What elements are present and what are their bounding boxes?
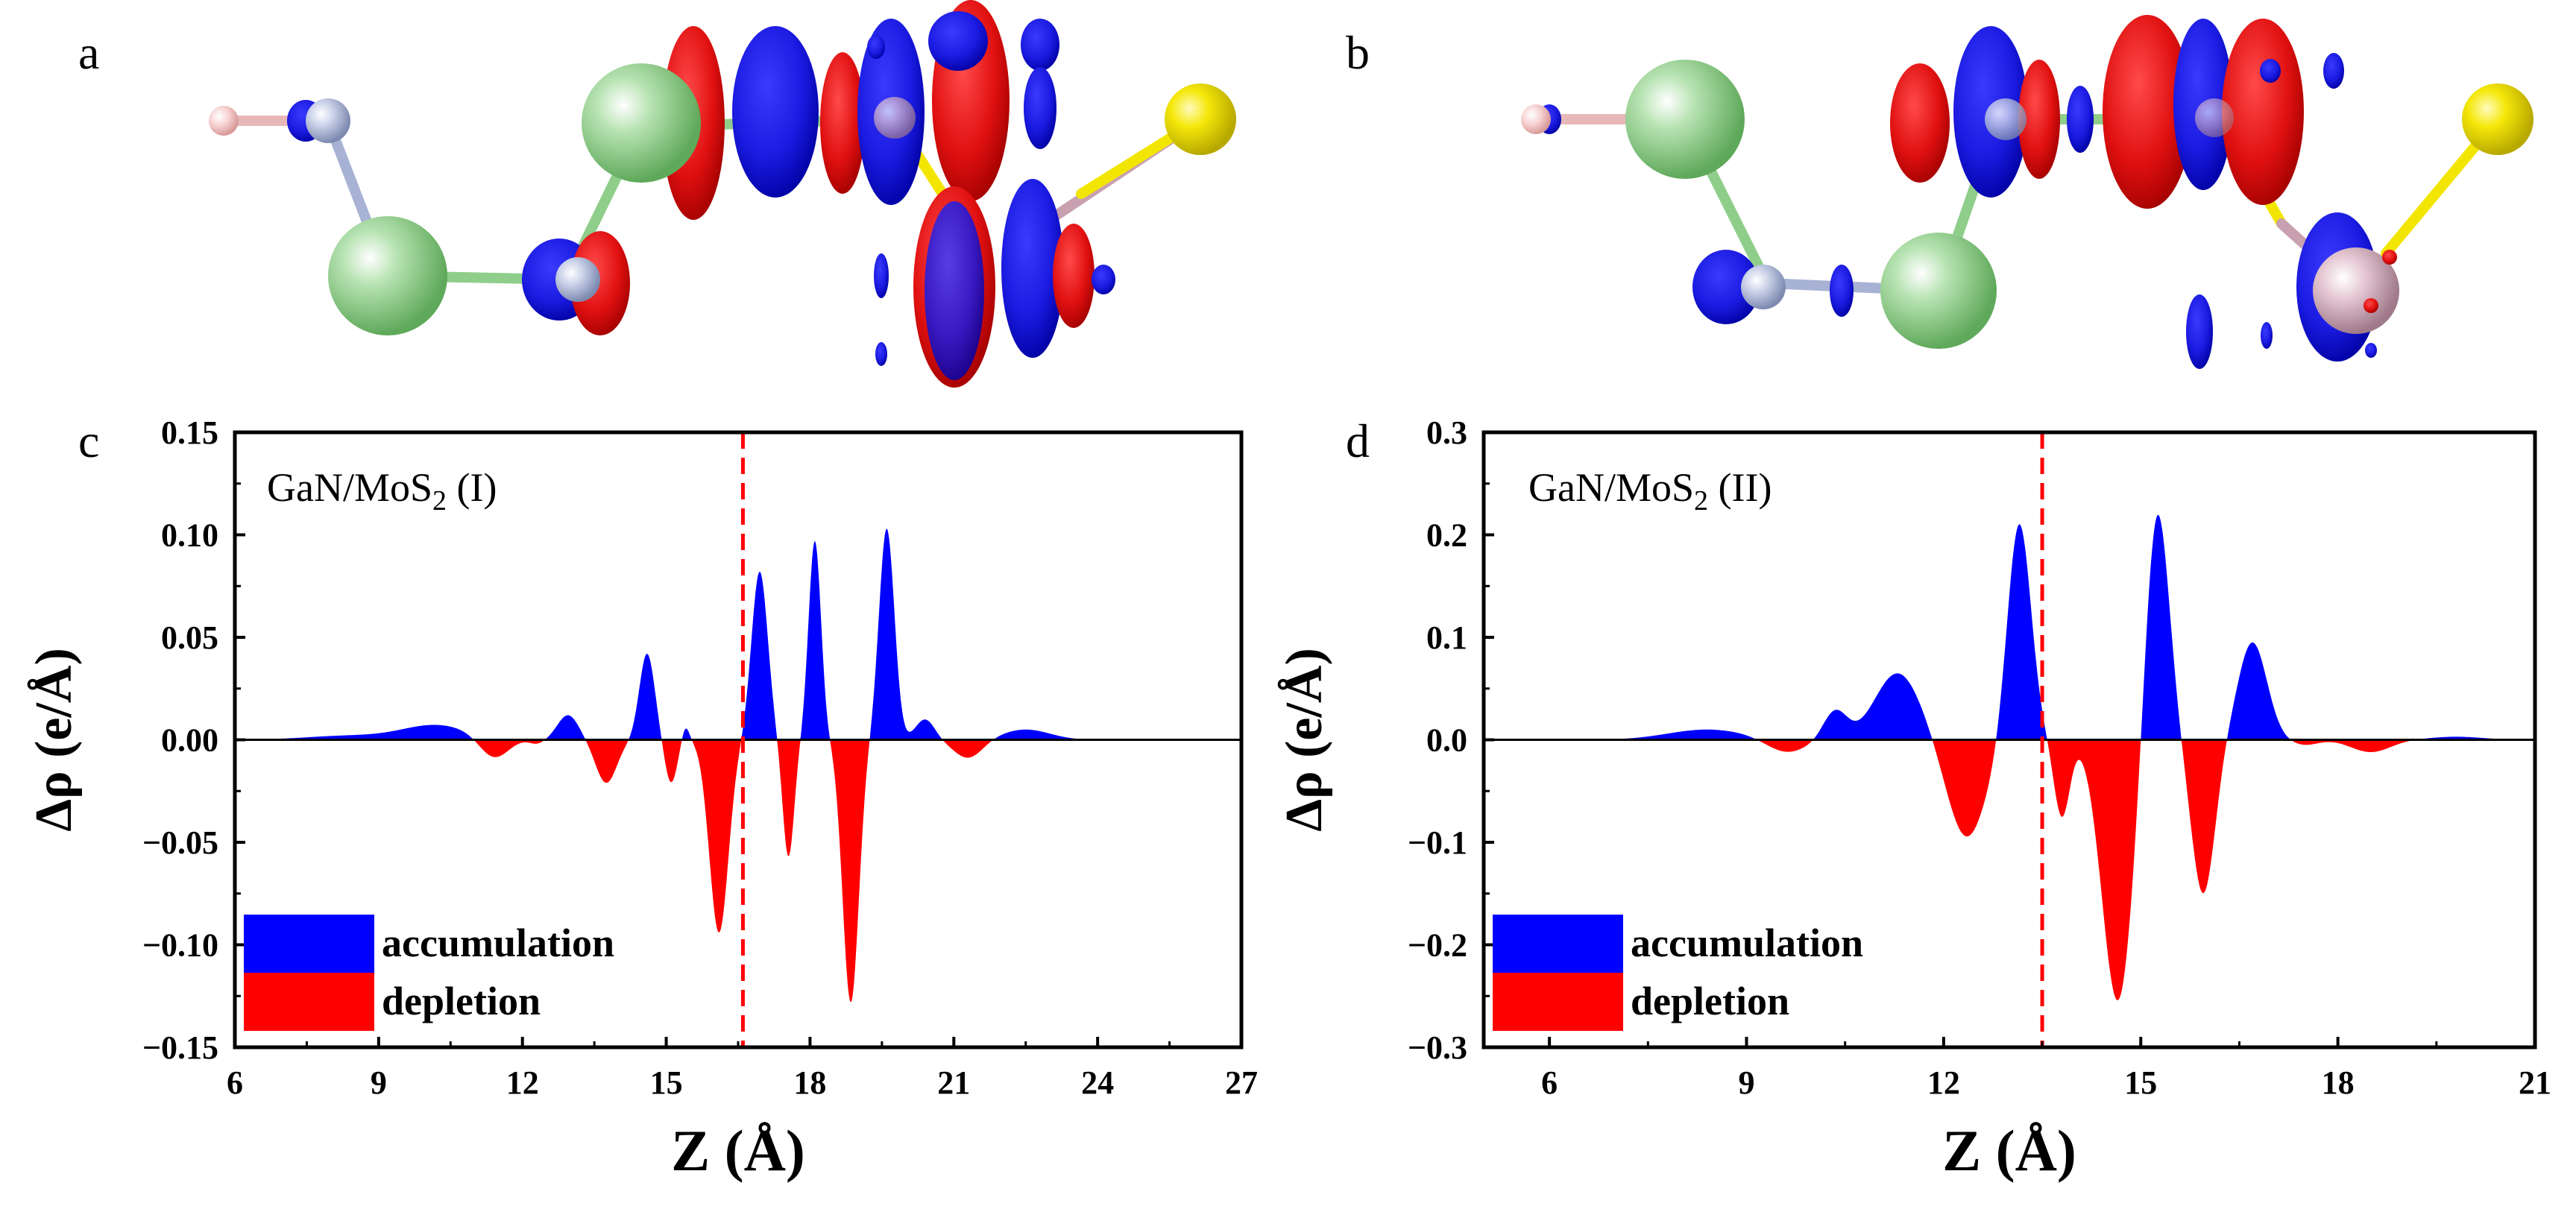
chart-title-sub-c: 2 <box>432 485 447 517</box>
x-tick-label-c-2: 12 <box>506 1064 539 1101</box>
x-tick-label-d-1: 9 <box>1739 1064 1755 1101</box>
chart-panel-d: 6 9 12 15 18 21 0.3 0.2 0.1 0.0 −0.1 −0.2 −0.3 Z (Å) Δ… <box>1276 414 2551 1183</box>
legend-label-accumulation-d: accumulation <box>1631 921 1863 965</box>
y-tick-label-c-6: −0.15 <box>142 1029 218 1066</box>
panel-letter-c: c <box>78 414 99 467</box>
y-tick-label-d-0: 0.3 <box>1426 414 1467 451</box>
x-tick-label-c-5: 21 <box>937 1064 970 1101</box>
legend-swatch-accumulation-d <box>1493 915 1623 973</box>
legend-swatch-depletion-d <box>1493 973 1623 1031</box>
y-tick-label-c-2: 0.05 <box>161 619 218 656</box>
x-tick-label-c-6: 24 <box>1081 1064 1114 1101</box>
x-tick-label-c-4: 18 <box>793 1064 826 1101</box>
legend-label-accumulation-c: accumulation <box>382 921 614 965</box>
y-tick-label-d-2: 0.1 <box>1426 619 1467 656</box>
x-tick-label-d-3: 15 <box>2124 1064 2157 1101</box>
x-tick-label-d-0: 6 <box>1541 1064 1558 1101</box>
x-tick-label-c-1: 9 <box>371 1064 387 1101</box>
chart-title-c: GaN/MoS2 (I) <box>267 465 497 517</box>
panel-letter-a: a <box>78 26 99 79</box>
legend-swatch-accumulation-c <box>244 915 374 973</box>
x-tick-label-c-3: 15 <box>650 1064 683 1101</box>
molecule-structure-a <box>209 0 1236 388</box>
chart-title-d: GaN/MoS2 (II) <box>1528 465 1772 517</box>
x-tick-label-d-5: 21 <box>2519 1064 2551 1101</box>
panel-letter-b: b <box>1346 26 1370 79</box>
x-tick-label-c-7: 27 <box>1225 1064 1258 1101</box>
y-tick-label-c-1: 0.10 <box>161 517 218 554</box>
legend-swatch-depletion-c <box>244 973 374 1031</box>
chart-title-suffix-d: (II) <box>1708 465 1772 510</box>
y-tick-label-d-6: −0.3 <box>1408 1029 1467 1066</box>
molecule-structure-b <box>1521 15 2534 369</box>
x-axis-title-d: Z (Å) <box>1942 1118 2076 1183</box>
y-tick-label-c-3: 0.00 <box>161 722 218 759</box>
chart-title-main-d: GaN/MoS <box>1528 465 1694 510</box>
y-axis-title-c: Δρ (e/Å) <box>25 648 83 832</box>
x-tick-label-d-2: 12 <box>1927 1064 1960 1101</box>
x-axis-title-c: Z (Å) <box>671 1118 805 1183</box>
chart-title-sub-d: 2 <box>1694 485 1708 517</box>
y-tick-label-c-4: −0.05 <box>142 824 218 861</box>
y-tick-label-d-1: 0.2 <box>1426 517 1467 554</box>
chart-panel-c: 6 9 12 15 18 21 24 27 0.15 0.10 0.05 0.00 −0.05 −0.10… <box>25 414 1258 1183</box>
legend-label-depletion-d: depletion <box>1631 979 1789 1023</box>
chart-title-main-c: GaN/MoS <box>267 465 432 510</box>
y-tick-label-d-3: 0.0 <box>1426 722 1467 759</box>
y-tick-label-c-5: −0.10 <box>142 927 218 964</box>
y-axis-title-d: Δρ (e/Å) <box>1276 648 1333 832</box>
y-tick-label-d-5: −0.2 <box>1408 927 1467 964</box>
x-tick-label-c-0: 6 <box>227 1064 243 1101</box>
legend-label-depletion-c: depletion <box>382 979 541 1023</box>
y-tick-label-c-0: 0.15 <box>161 414 218 451</box>
y-tick-label-d-4: −0.1 <box>1408 824 1467 861</box>
x-tick-label-d-4: 18 <box>2322 1064 2355 1101</box>
accumulation-area-c <box>235 528 1241 740</box>
accumulation-area-d <box>1484 514 2535 740</box>
panel-letter-d: d <box>1346 414 1370 467</box>
chart-title-suffix-c: (I) <box>447 465 497 510</box>
